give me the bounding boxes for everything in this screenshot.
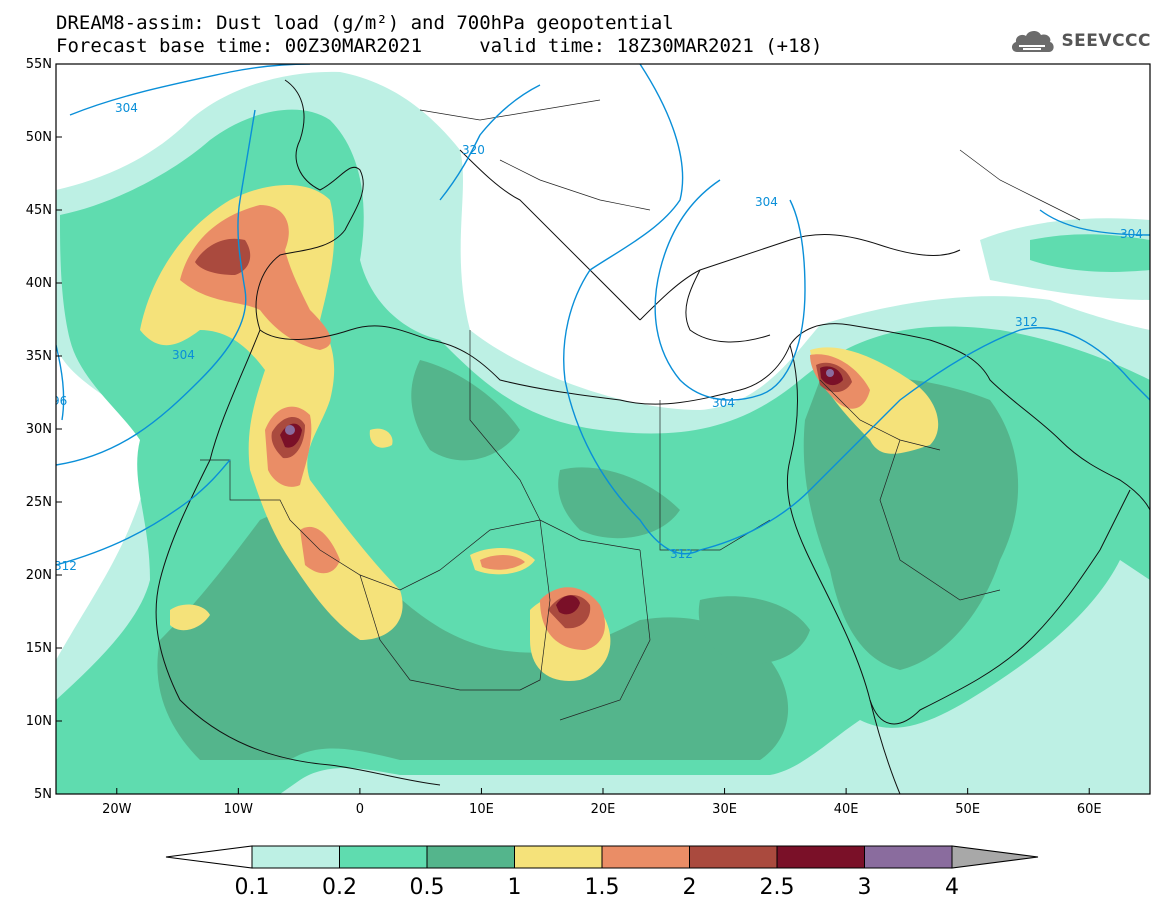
contour-label: 304	[172, 348, 195, 362]
colorbar-low-arrow	[165, 845, 253, 869]
latitude-axis: 55N 50N 45N 40N 35N 30N 25N 20N 15N 10N 5N	[26, 57, 62, 802]
map-area: 304 320 304 304 304 312 304 312 312 304 …	[52, 64, 1150, 794]
colorbar-label: 0.5	[410, 875, 445, 900]
logo-text: SEEVCCC	[1061, 31, 1151, 51]
colorbar-label: 0.2	[322, 875, 357, 900]
lon-tick-label: 20E	[591, 802, 616, 817]
contour-304-ne	[1039, 209, 1150, 236]
colorbar-label: 2.5	[760, 875, 795, 900]
lon-tick-label: 20W	[102, 802, 132, 817]
map-title: DREAM8-assim: Dust load (g/m²) and 700hP…	[56, 12, 674, 34]
lon-tick-label: 0	[356, 802, 364, 817]
lon-tick-label: 10W	[224, 802, 254, 817]
lat-tick-label: 55N	[26, 57, 52, 72]
contour-label: 320	[462, 143, 485, 157]
seevccc-logo: SEEVCCC	[1009, 26, 1151, 56]
contour-304-central	[654, 179, 806, 401]
dust-level-3	[285, 369, 834, 435]
colorbar-label: 4	[945, 875, 959, 900]
lat-tick-label: 45N	[26, 203, 52, 218]
lat-tick-label: 35N	[26, 349, 52, 364]
contour-label: 96	[52, 394, 67, 408]
lon-tick-label: 10E	[469, 802, 494, 817]
lat-tick-label: 25N	[26, 495, 52, 510]
longitude-axis: 20W 10W 0 10E 20E 30E 40E 50E 60E	[102, 788, 1102, 817]
cloud-icon	[1012, 30, 1055, 52]
lon-tick-label: 50E	[955, 802, 980, 817]
lat-tick-label: 20N	[26, 568, 52, 583]
contour-label: 304	[115, 101, 138, 115]
contour-96	[56, 344, 65, 421]
coastlines	[155, 79, 1150, 794]
colorbar-swatch	[339, 845, 428, 869]
colorbar-label: 0.1	[235, 875, 270, 900]
lat-tick-label: 40N	[26, 276, 52, 291]
contour-304-iberia	[56, 109, 256, 466]
contour-label: 304	[1120, 227, 1143, 241]
geopotential-contours	[56, 64, 1150, 566]
colorbar-label: 1	[508, 875, 522, 900]
forecast-time-line: Forecast base time: 00Z30MAR2021 valid t…	[56, 35, 823, 57]
colorbar-high-arrow	[951, 845, 1039, 869]
colorbar-swatch	[689, 845, 778, 869]
dust-level-2-5	[280, 366, 843, 615]
lat-tick-label: 50N	[26, 130, 52, 145]
contour-labels: 304 320 304 304 304 312 304 312 312 304 …	[52, 101, 1143, 573]
colorbar-swatch	[514, 845, 603, 869]
contour-320	[439, 84, 541, 201]
contour-label: 312	[670, 547, 693, 561]
colorbar-swatch	[426, 845, 515, 869]
lat-tick-label: 15N	[26, 641, 52, 656]
colorbar-label: 3	[858, 875, 872, 900]
colorbar-label: 1.5	[585, 875, 620, 900]
contour-label: 304	[712, 396, 735, 410]
lat-tick-label: 5N	[34, 787, 52, 802]
lat-tick-label: 30N	[26, 422, 52, 437]
contour-312-east	[563, 64, 701, 555]
contour-312-arabia	[699, 327, 1150, 551]
colorbar-swatch	[864, 845, 953, 869]
country-borders	[200, 99, 1081, 721]
colorbar-swatch	[601, 845, 690, 869]
contour-label: 304	[755, 195, 778, 209]
colorbar-swatch	[251, 845, 340, 869]
contour-304-north	[69, 64, 311, 116]
lon-tick-label: 60E	[1077, 802, 1102, 817]
lon-tick-label: 30E	[712, 802, 737, 817]
lat-tick-label: 10N	[26, 714, 52, 729]
colorbar: 0.1 0.2 0.5 1 1.5 2 2.5 3 4	[165, 845, 1039, 900]
colorbar-swatch	[776, 845, 865, 869]
contour-312-south	[56, 459, 231, 566]
contour-label: 312	[54, 559, 77, 573]
colorbar-label: 2	[683, 875, 697, 900]
contour-label: 312	[1015, 315, 1038, 329]
lon-tick-label: 40E	[834, 802, 859, 817]
